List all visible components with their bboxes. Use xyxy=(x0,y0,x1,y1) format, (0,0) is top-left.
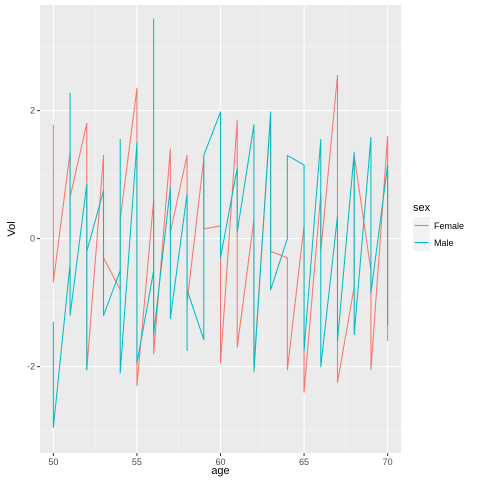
y-axis-title: Vol xyxy=(6,221,18,236)
y-tick-label: -2 xyxy=(27,362,35,372)
x-tick-label: 50 xyxy=(48,457,58,467)
series-line-male xyxy=(52,18,389,428)
x-tick-label: 65 xyxy=(299,457,309,467)
legend-entry-male: Male xyxy=(413,234,454,251)
x-axis-title: age xyxy=(211,465,229,477)
legend-entry-female: Female xyxy=(413,217,464,234)
x-tick-label: 60 xyxy=(215,457,225,467)
y-tick-label: 2 xyxy=(30,106,35,116)
y-axis: -2 0 2 xyxy=(27,106,40,372)
y-tick-label: 0 xyxy=(30,234,35,244)
series-layer xyxy=(52,18,389,428)
legend: sex Female Male xyxy=(413,202,464,251)
x-axis: 50 55 60 65 70 xyxy=(48,453,393,467)
legend-title: sex xyxy=(413,202,431,214)
x-tick-label: 55 xyxy=(132,457,142,467)
x-tick-label: 70 xyxy=(383,457,393,467)
legend-label: Male xyxy=(434,238,454,248)
legend-label: Female xyxy=(434,221,464,231)
